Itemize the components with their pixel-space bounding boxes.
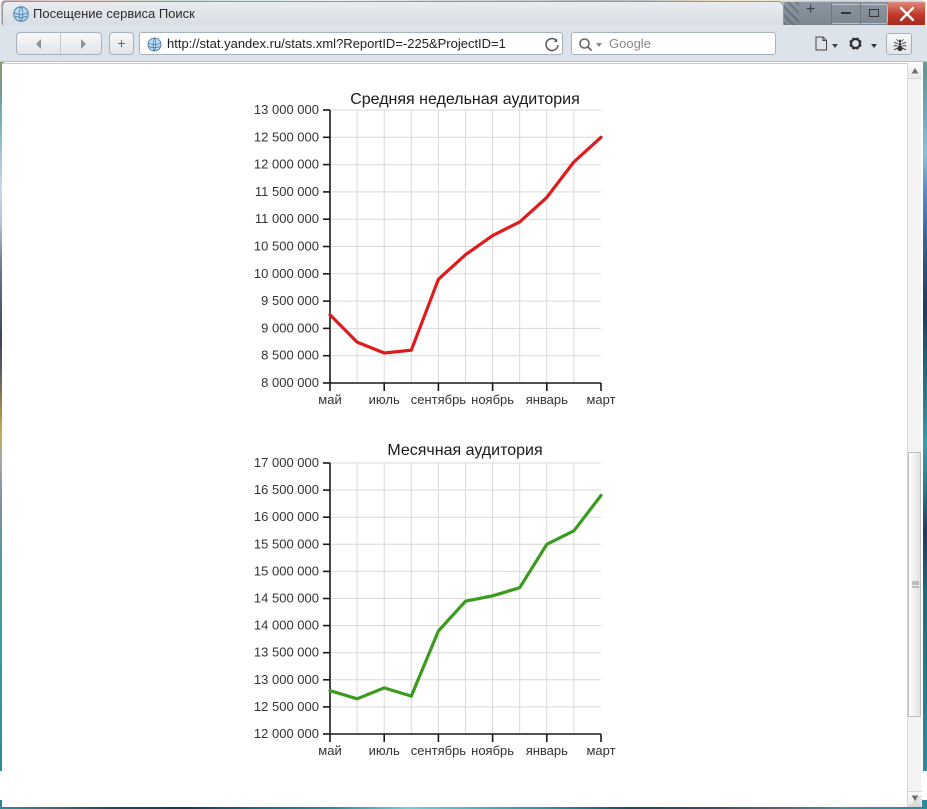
svg-text:сентябрь: сентябрь: [411, 743, 467, 758]
svg-text:январь: январь: [526, 743, 568, 758]
svg-text:15 000 000: 15 000 000: [254, 563, 319, 578]
svg-text:12 000 000: 12 000 000: [254, 726, 319, 741]
svg-text:16 000 000: 16 000 000: [254, 509, 319, 524]
svg-text:14 000 000: 14 000 000: [254, 618, 319, 633]
svg-text:16 500 000: 16 500 000: [254, 482, 319, 497]
svg-text:март: март: [586, 743, 615, 758]
svg-text:14 500 000: 14 500 000: [254, 591, 319, 606]
svg-text:15 500 000: 15 500 000: [254, 536, 319, 551]
svg-text:июль: июль: [369, 743, 400, 758]
svg-text:13 000 000: 13 000 000: [254, 672, 319, 687]
svg-text:май: май: [318, 743, 341, 758]
svg-text:17 000 000: 17 000 000: [254, 455, 319, 470]
svg-text:13 500 000: 13 500 000: [254, 645, 319, 660]
svg-text:ноябрь: ноябрь: [471, 743, 514, 758]
svg-text:Месячная аудитория: Месячная аудитория: [387, 442, 542, 459]
svg-text:12 500 000: 12 500 000: [254, 699, 319, 714]
